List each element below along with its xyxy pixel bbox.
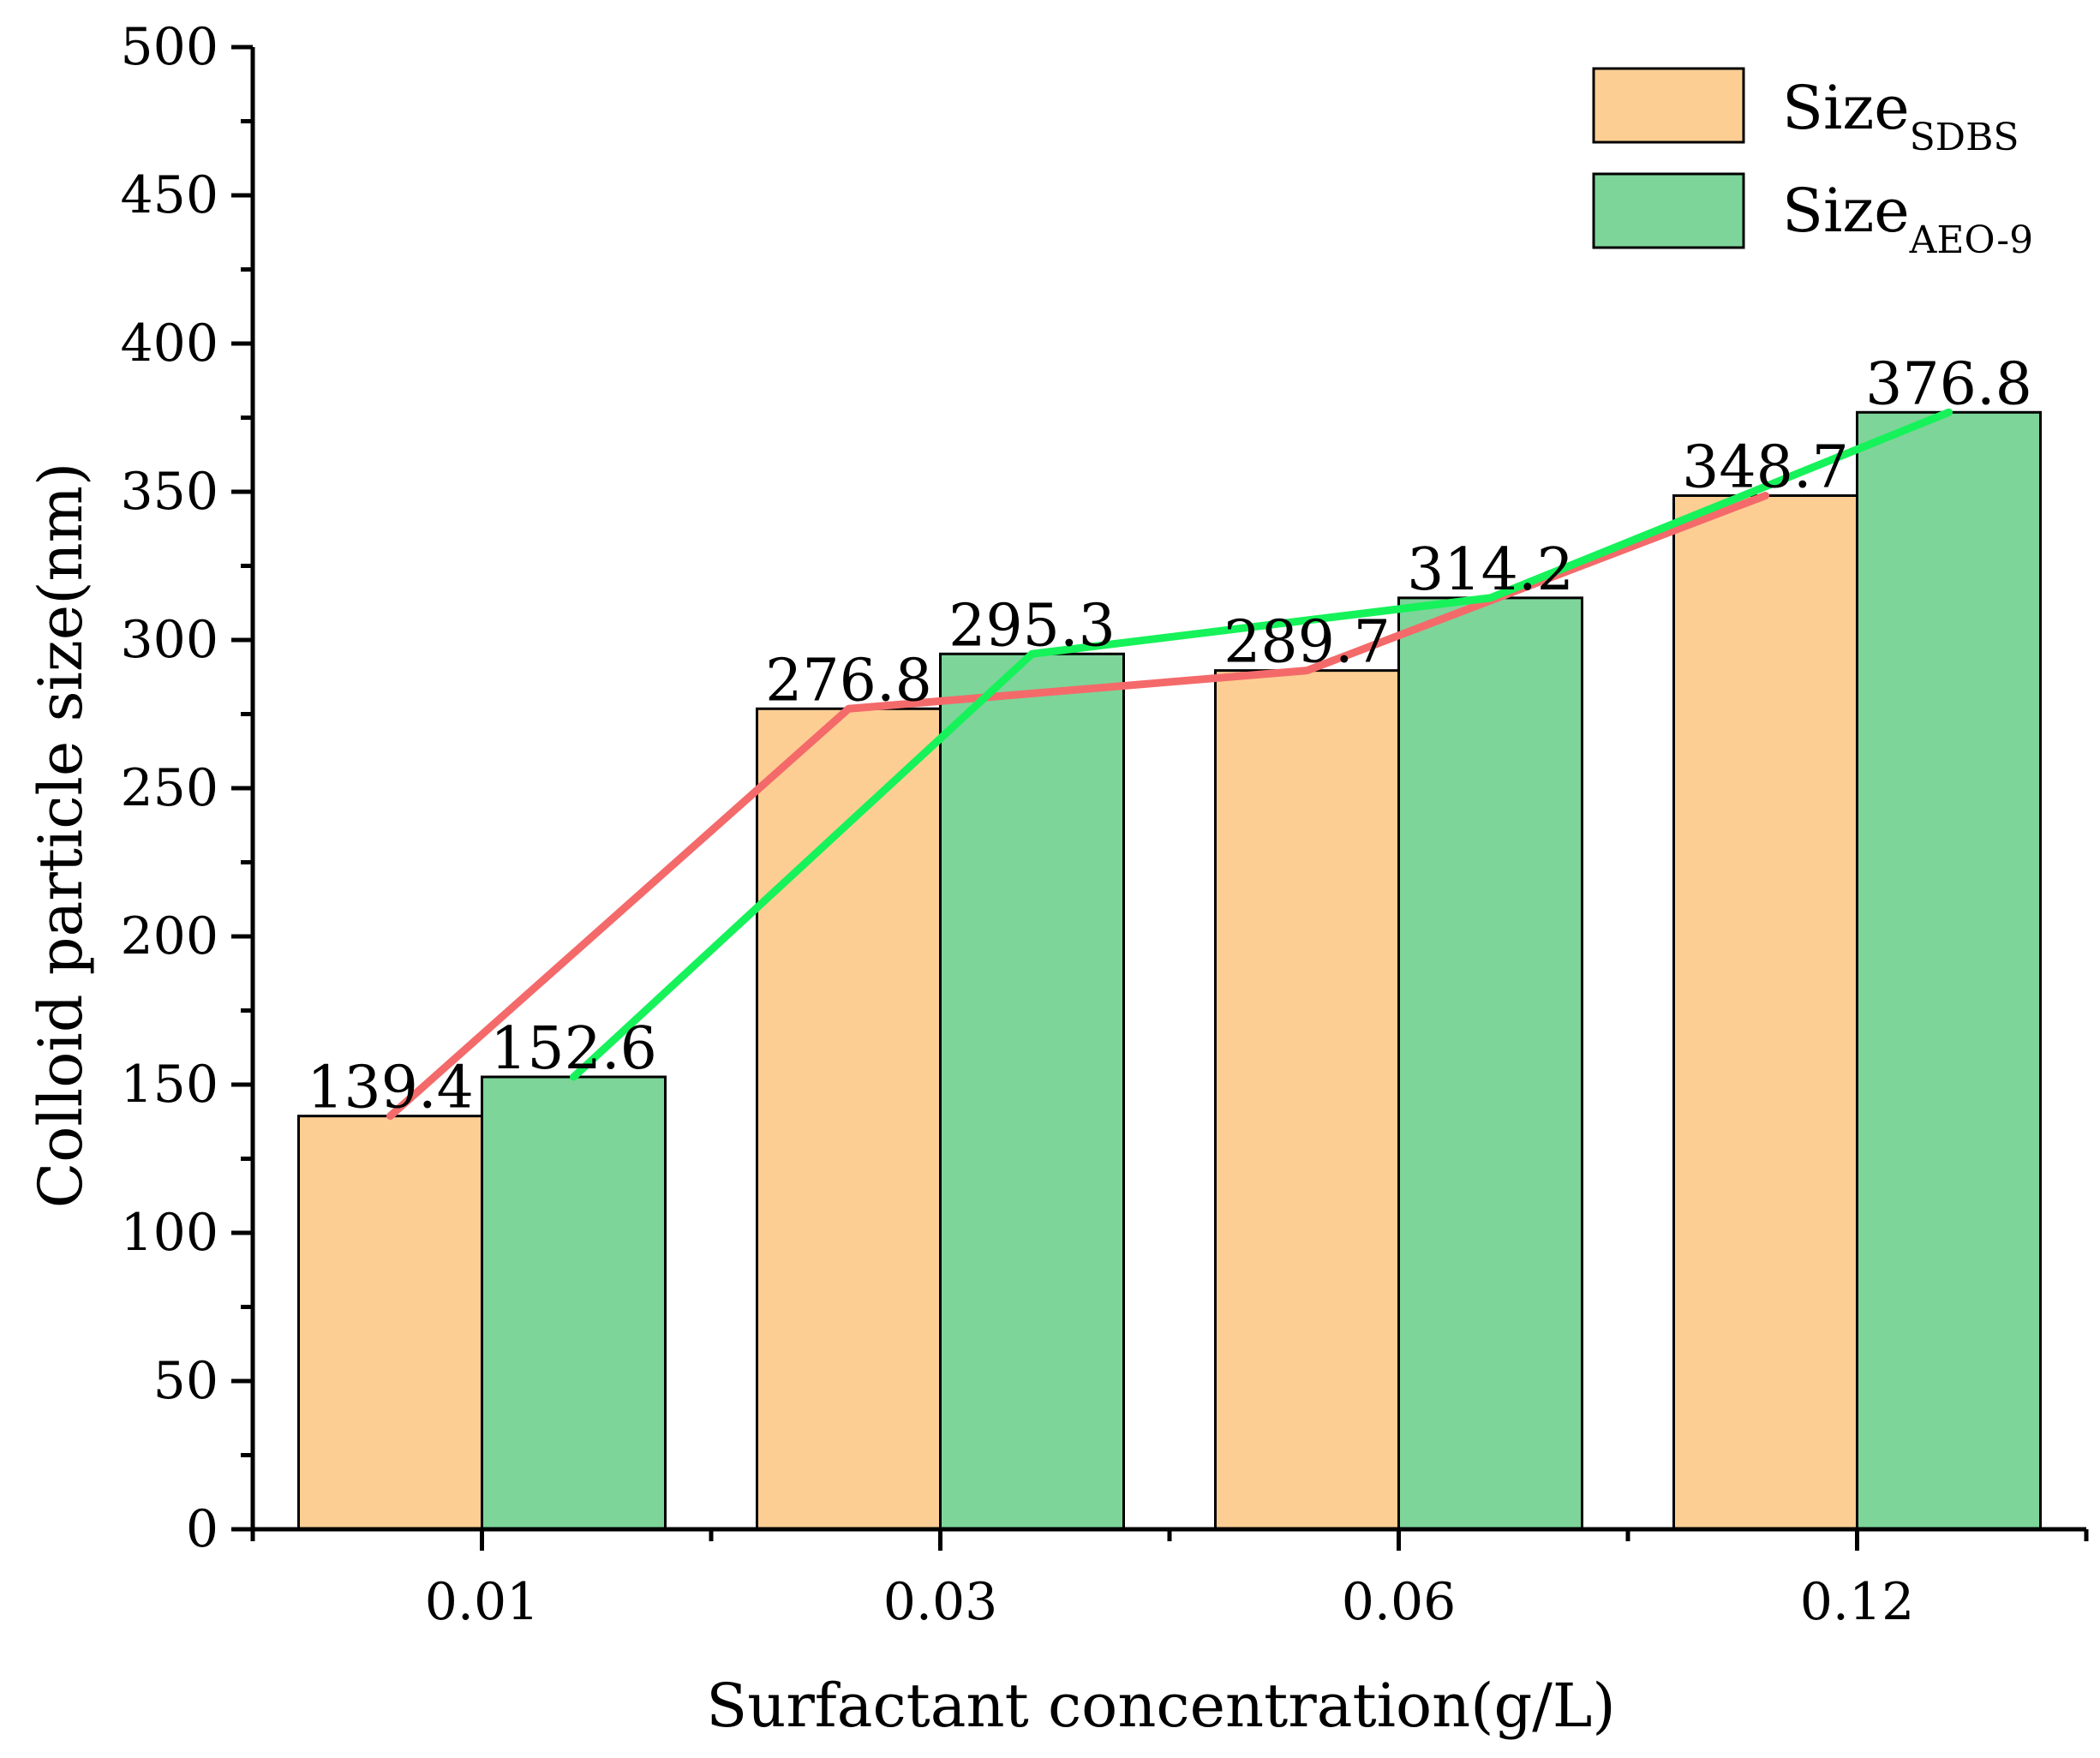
data-label-sdbs-0.03: 276.8 (765, 647, 932, 715)
data-labels: 139.4 276.8 289.7 348.7 152.6 295.3 314.2 376.8 (307, 350, 2032, 1121)
bar-aeo9-0.03 (939, 652, 1125, 1531)
legend-label-sdbs: SizeSDBS (1782, 73, 2019, 159)
legend-label-aeo9: SizeAEO-9 (1782, 176, 2033, 262)
y-tick-label-50: 50 (153, 1351, 218, 1411)
bar-aeo9-0.01 (481, 1075, 667, 1531)
y-tick-label-100: 100 (120, 1203, 218, 1263)
bars (297, 410, 2042, 1531)
y-tick-label-300: 300 (120, 610, 218, 670)
legend-swatch-aeo9 (1592, 172, 1745, 249)
x-tick-label-0.06: 0.06 (1342, 1572, 1457, 1632)
x-tick-label-0.01: 0.01 (425, 1572, 540, 1632)
y-tick-label-150: 150 (120, 1055, 218, 1115)
trend-lines (386, 408, 1953, 1121)
bar-aeo9-0.06 (1397, 596, 1583, 1531)
data-label-aeo9-0.12: 376.8 (1865, 350, 2032, 418)
y-tick-label-350: 350 (120, 462, 218, 522)
bar-sdbs-0.03 (756, 707, 942, 1531)
y-axis-title: Colloid particle size(nm) (26, 463, 96, 1209)
legend-item-sdbs: SizeSDBS (1592, 67, 2019, 159)
bar-sdbs-0.01 (297, 1115, 483, 1531)
x-axis-title: Surfactant concentration(g/L) (706, 1671, 1615, 1741)
legend-subscript-sdbs: SDBS (1910, 116, 2019, 159)
legend-name-sdbs: Size (1782, 73, 1910, 143)
data-label-aeo9-0.06: 314.2 (1407, 536, 1574, 604)
legend-swatch-sdbs (1592, 67, 1745, 144)
data-label-aeo9-0.01: 152.6 (490, 1015, 657, 1083)
y-tick-label-250: 250 (120, 758, 218, 818)
legend-item-aeo9: SizeAEO-9 (1592, 172, 2033, 262)
data-label-aeo9-0.03: 295.3 (948, 592, 1116, 660)
data-label-sdbs-0.06: 289.7 (1224, 609, 1391, 677)
legend-subscript-aeo9: AEO-9 (1909, 218, 2033, 262)
bar-sdbs-0.12 (1672, 493, 1858, 1531)
legend: SizeSDBS SizeAEO-9 (1592, 67, 2033, 262)
bar-sdbs-0.06 (1214, 669, 1400, 1531)
y-tick-label-450: 450 (120, 165, 218, 225)
x-tick-label-0.03: 0.03 (883, 1572, 998, 1632)
y-tick-label-200: 200 (120, 906, 218, 966)
trend-line-aeo9 (570, 408, 1953, 1081)
y-tick-label-500: 500 (120, 17, 218, 77)
y-tick-label-400: 400 (120, 314, 218, 374)
y-tick-label-0: 0 (186, 1499, 218, 1559)
axes: 0 50 100 150 200 250 300 350 400 450 500 0.01 0.03 0.… (120, 17, 2089, 1632)
data-label-sdbs-0.01: 139.4 (307, 1055, 474, 1122)
bar-aeo9-0.12 (1856, 410, 2042, 1531)
legend-name-aeo9: Size (1782, 176, 1910, 246)
x-tick-label-0.12: 0.12 (1800, 1572, 1915, 1632)
data-label-sdbs-0.12: 348.7 (1682, 434, 1849, 501)
